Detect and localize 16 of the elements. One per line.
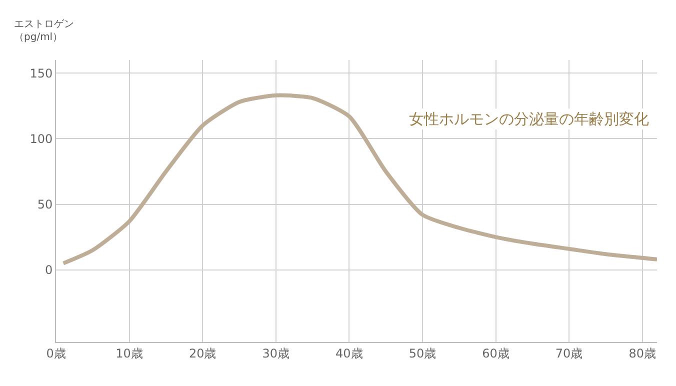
x-tick-label: 10歳	[116, 346, 143, 360]
y-tick-label: 50	[37, 197, 53, 212]
x-tick-label: 40歳	[336, 346, 363, 360]
x-tick-label: 0歳	[46, 346, 66, 360]
y-tick-label: 0	[44, 263, 53, 278]
y-tick-label: 100	[30, 132, 53, 146]
line-series	[61, 93, 657, 266]
y-axis-title: エストロゲン（pg/ml）	[14, 18, 75, 44]
x-tick-label: 20歳	[188, 346, 216, 360]
x-tick-label: 50歳	[408, 346, 436, 360]
text: 女性ホルモンの分泌量の年齢別変化	[409, 110, 649, 128]
x-tick-label: 70歳	[555, 346, 583, 360]
y-tick-label: 150	[30, 66, 53, 80]
x-tick-label: 30歳	[262, 346, 290, 360]
x-tick-label: 80歳	[628, 346, 656, 360]
x-tick-label: 60歳	[482, 346, 510, 360]
